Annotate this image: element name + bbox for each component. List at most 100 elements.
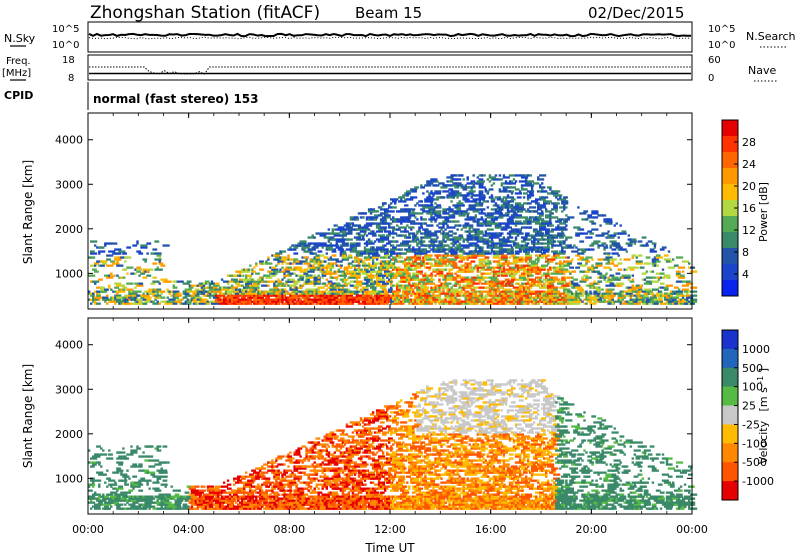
- power-cell: [430, 254, 433, 257]
- power-cell: [160, 278, 168, 281]
- power-cell: [329, 262, 337, 265]
- power-cell: [367, 266, 371, 269]
- cpid-row: CPID normal (fast stereo) 153: [4, 82, 259, 110]
- power-cell: [130, 292, 138, 295]
- power-cell: [406, 216, 409, 219]
- power-cell: [679, 294, 683, 297]
- power-cell: [488, 174, 492, 177]
- power-cell: [359, 290, 363, 293]
- power-cell: [506, 220, 514, 223]
- power-cell: [361, 282, 365, 285]
- power-cell: [504, 250, 508, 253]
- power-cell: [339, 250, 345, 253]
- power-cell: [669, 294, 673, 297]
- power-cell: [237, 270, 245, 273]
- power-cell: [386, 276, 389, 279]
- velocity-cell: [94, 479, 102, 482]
- power-cell: [460, 184, 463, 187]
- power-cell: [142, 298, 150, 301]
- power-cell: [448, 188, 454, 191]
- power-cell: [559, 268, 562, 271]
- power-cell: [158, 290, 161, 293]
- power-cell: [563, 252, 566, 255]
- power-cell: [327, 280, 333, 283]
- velocity-cell: [138, 489, 144, 492]
- power-cell: [303, 248, 306, 251]
- power-cell: [235, 290, 238, 293]
- power-cell: [468, 228, 471, 231]
- power-cell: [633, 242, 636, 245]
- power-cell: [337, 268, 341, 271]
- power-cell: [448, 214, 451, 217]
- power-cell: [341, 296, 345, 299]
- power-cell: [462, 196, 468, 199]
- power-cell: [551, 250, 559, 253]
- power-cell: [482, 242, 485, 245]
- power-cell: [416, 232, 419, 235]
- power-cell: [474, 202, 480, 205]
- power-cell: [92, 256, 95, 259]
- power-cell: [369, 290, 373, 293]
- power-cell: [476, 204, 482, 207]
- power-cell: [553, 204, 558, 207]
- power-cell: [496, 272, 504, 275]
- power-cell: [528, 226, 532, 229]
- power-cell: [394, 292, 399, 295]
- velocity-cell: [116, 495, 119, 498]
- velocity-cell: [128, 477, 131, 480]
- power-cell: [474, 290, 477, 293]
- power-cell: [537, 260, 540, 263]
- power-cell: [478, 230, 484, 233]
- power-cell: [361, 264, 369, 267]
- power-cell: [458, 206, 461, 209]
- velocity-cell: [104, 503, 112, 506]
- power-cell: [516, 288, 522, 291]
- power-cell: [243, 270, 251, 273]
- power-cell: [369, 280, 378, 283]
- velocity-cell: [94, 493, 97, 496]
- power-cell: [569, 266, 574, 269]
- power-cell: [567, 300, 575, 303]
- power-cell: [442, 190, 450, 193]
- power-cell: [420, 244, 428, 247]
- power-cell: [226, 282, 230, 285]
- power-cell: [518, 292, 522, 295]
- power-cell: [502, 294, 508, 297]
- power-cell: [462, 264, 465, 267]
- power-cell: [496, 298, 502, 301]
- velocity-cell: [120, 457, 128, 460]
- power-cell: [446, 180, 449, 183]
- power-cell: [410, 220, 415, 223]
- power-cell: [400, 244, 405, 247]
- power-cell: [369, 216, 378, 219]
- velocity-cell: [120, 479, 128, 482]
- power-cell: [408, 226, 411, 229]
- power-cell: [549, 260, 552, 263]
- power-cell: [456, 240, 459, 243]
- power-cell: [476, 278, 484, 281]
- power-cell: [400, 300, 403, 303]
- power-cell: [516, 220, 522, 223]
- velocity-cell: [180, 507, 188, 510]
- power-cell: [319, 300, 322, 303]
- power-cell: [539, 270, 542, 273]
- power-cell: [587, 266, 590, 269]
- power-cell: [369, 268, 375, 271]
- power-cell: [416, 254, 421, 257]
- power-cell: [470, 300, 473, 303]
- power-cell: [416, 248, 421, 251]
- power-cell: [432, 286, 435, 289]
- power-cell: [605, 256, 613, 259]
- power-cell: [400, 268, 403, 271]
- power-cell: [456, 178, 462, 181]
- power-cell: [470, 298, 473, 301]
- power-cell: [438, 268, 441, 271]
- power-cell: [539, 290, 547, 293]
- power-cell: [690, 286, 698, 289]
- power-cell: [341, 228, 347, 231]
- power-cell: [603, 278, 606, 281]
- power-cell: [456, 294, 459, 297]
- power-cell: [508, 216, 514, 219]
- power-cell: [200, 300, 204, 303]
- power-cell: [460, 280, 466, 283]
